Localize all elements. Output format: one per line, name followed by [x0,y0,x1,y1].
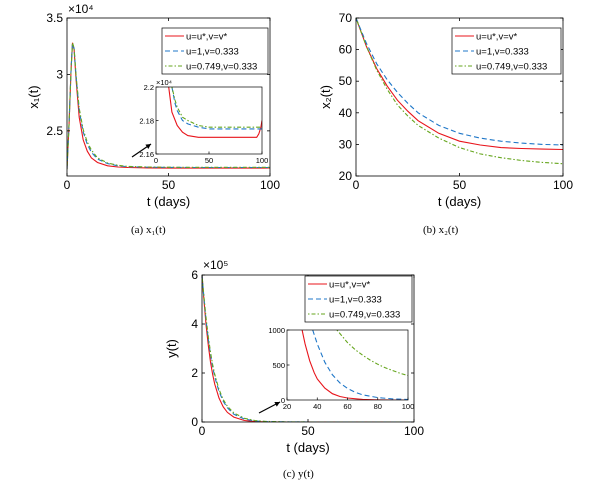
inset-x-tick-label: 60 [343,402,351,411]
inset-y-tick-label: 500 [272,361,285,370]
inset-y-tick-label: 1000 [268,326,285,335]
inset-exponent: ×10⁴ [156,78,172,87]
x-tick-label: 0 [199,424,206,438]
series-line-3 [67,42,270,170]
inset-series-line-2 [312,330,408,400]
inset-series-line-1 [168,87,262,138]
legend-label-2: u=1,v=0.333 [186,47,239,58]
y-tick-label: 60 [339,43,353,57]
y-tick-label: 0 [191,415,198,429]
inset-a: 0 50 100 2.16 2.18 2.2×10⁴ [139,78,268,165]
y-tick-label: 2 [191,366,198,380]
y-axis-label: x₂(t) [318,85,333,109]
x-axis-label: t (days) [438,194,481,209]
y-tick-label: 2.5 [46,124,63,138]
y-axis-label: x₁(t) [26,85,41,108]
legend-label-1: u=u*,v=v* [329,280,370,291]
x-tick-label: 50 [301,424,315,438]
x-axis-label: t (days) [147,194,190,209]
x-tick-label: 50 [453,178,467,192]
axis-exponent: ×10⁴ [68,2,94,16]
legend-label-3: u=0.749,v=0.333 [329,310,400,321]
legend-label-1: u=u*,v=v* [186,32,227,43]
inset-y-tick-label: 2.2 [144,83,154,92]
y-tick-label: 6 [191,268,198,282]
y-tick-label: 50 [339,74,353,88]
y-tick-label: 30 [339,137,353,151]
inset-series-line-2 [171,87,262,130]
inset-pointer-arrowhead [145,144,151,149]
x-tick-label: 100 [404,424,424,438]
y-axis-label: y(t) [164,339,179,358]
series-line-3 [356,18,563,165]
inset-x-tick-label: 100 [256,156,269,165]
x-tick-label: 0 [64,178,71,192]
inset-series-line-3 [171,87,262,128]
legend-label-2: u=1,v=0.333 [476,47,529,58]
y-tick-label: 3 [56,67,63,81]
inset-x-tick-label: 40 [313,402,321,411]
inset-pointer-arrowhead [274,402,280,407]
inset-y-tick-label: 0 [281,396,285,405]
series-line-1 [356,18,563,151]
y-tick-label: 20 [339,169,353,183]
inset-series-line-3 [336,330,408,377]
chart-b: 0 50 100 20 30 40 50 60 70 t (days) x₂(t) u=u*,v=v*… [318,11,573,209]
caption-c: (c) y(t) [283,468,314,480]
y-tick-label: 40 [339,106,353,120]
inset-background [287,330,408,400]
inset-x-tick-label: 100 [402,402,415,411]
x-tick-label: 100 [553,178,573,192]
chart-a: 0 50 100 2.5 3 3.5 t (days) x₁(t) ×10⁴ u=u*,v=v* u… [26,2,280,209]
caption-a: (a) x₁(t) [131,224,166,236]
series-line-2 [356,18,563,146]
axis-exponent: ×10⁵ [203,258,228,272]
x-tick-label: 0 [353,178,360,192]
inset-x-tick-label: 50 [205,156,213,165]
x-axis-label: t (days) [286,440,329,455]
x-tick-label: 50 [162,178,176,192]
y-tick-label: 70 [339,11,353,25]
inset-x-tick-label: 80 [374,402,382,411]
inset-y-tick-label: 2.16 [139,150,154,159]
inset-x-tick-label: 20 [283,402,291,411]
legend-label-3: u=0.749,v=0.333 [476,62,547,73]
inset-background [156,87,262,154]
series-line-1 [202,275,414,422]
y-tick-label: 4 [191,317,198,331]
inset-x-tick-label: 0 [154,156,158,165]
caption-b: (b) x₂(t) [423,224,459,236]
y-tick-label: 3.5 [46,11,63,25]
x-tick-label: 100 [260,178,280,192]
series-line-3 [202,275,414,422]
legend-label-3: u=0.749,v=0.333 [186,62,257,73]
legend-label-1: u=u*,v=v* [476,32,517,43]
inset-y-tick-label: 2.18 [139,117,154,126]
legend-label-2: u=1,v=0.333 [329,295,382,306]
